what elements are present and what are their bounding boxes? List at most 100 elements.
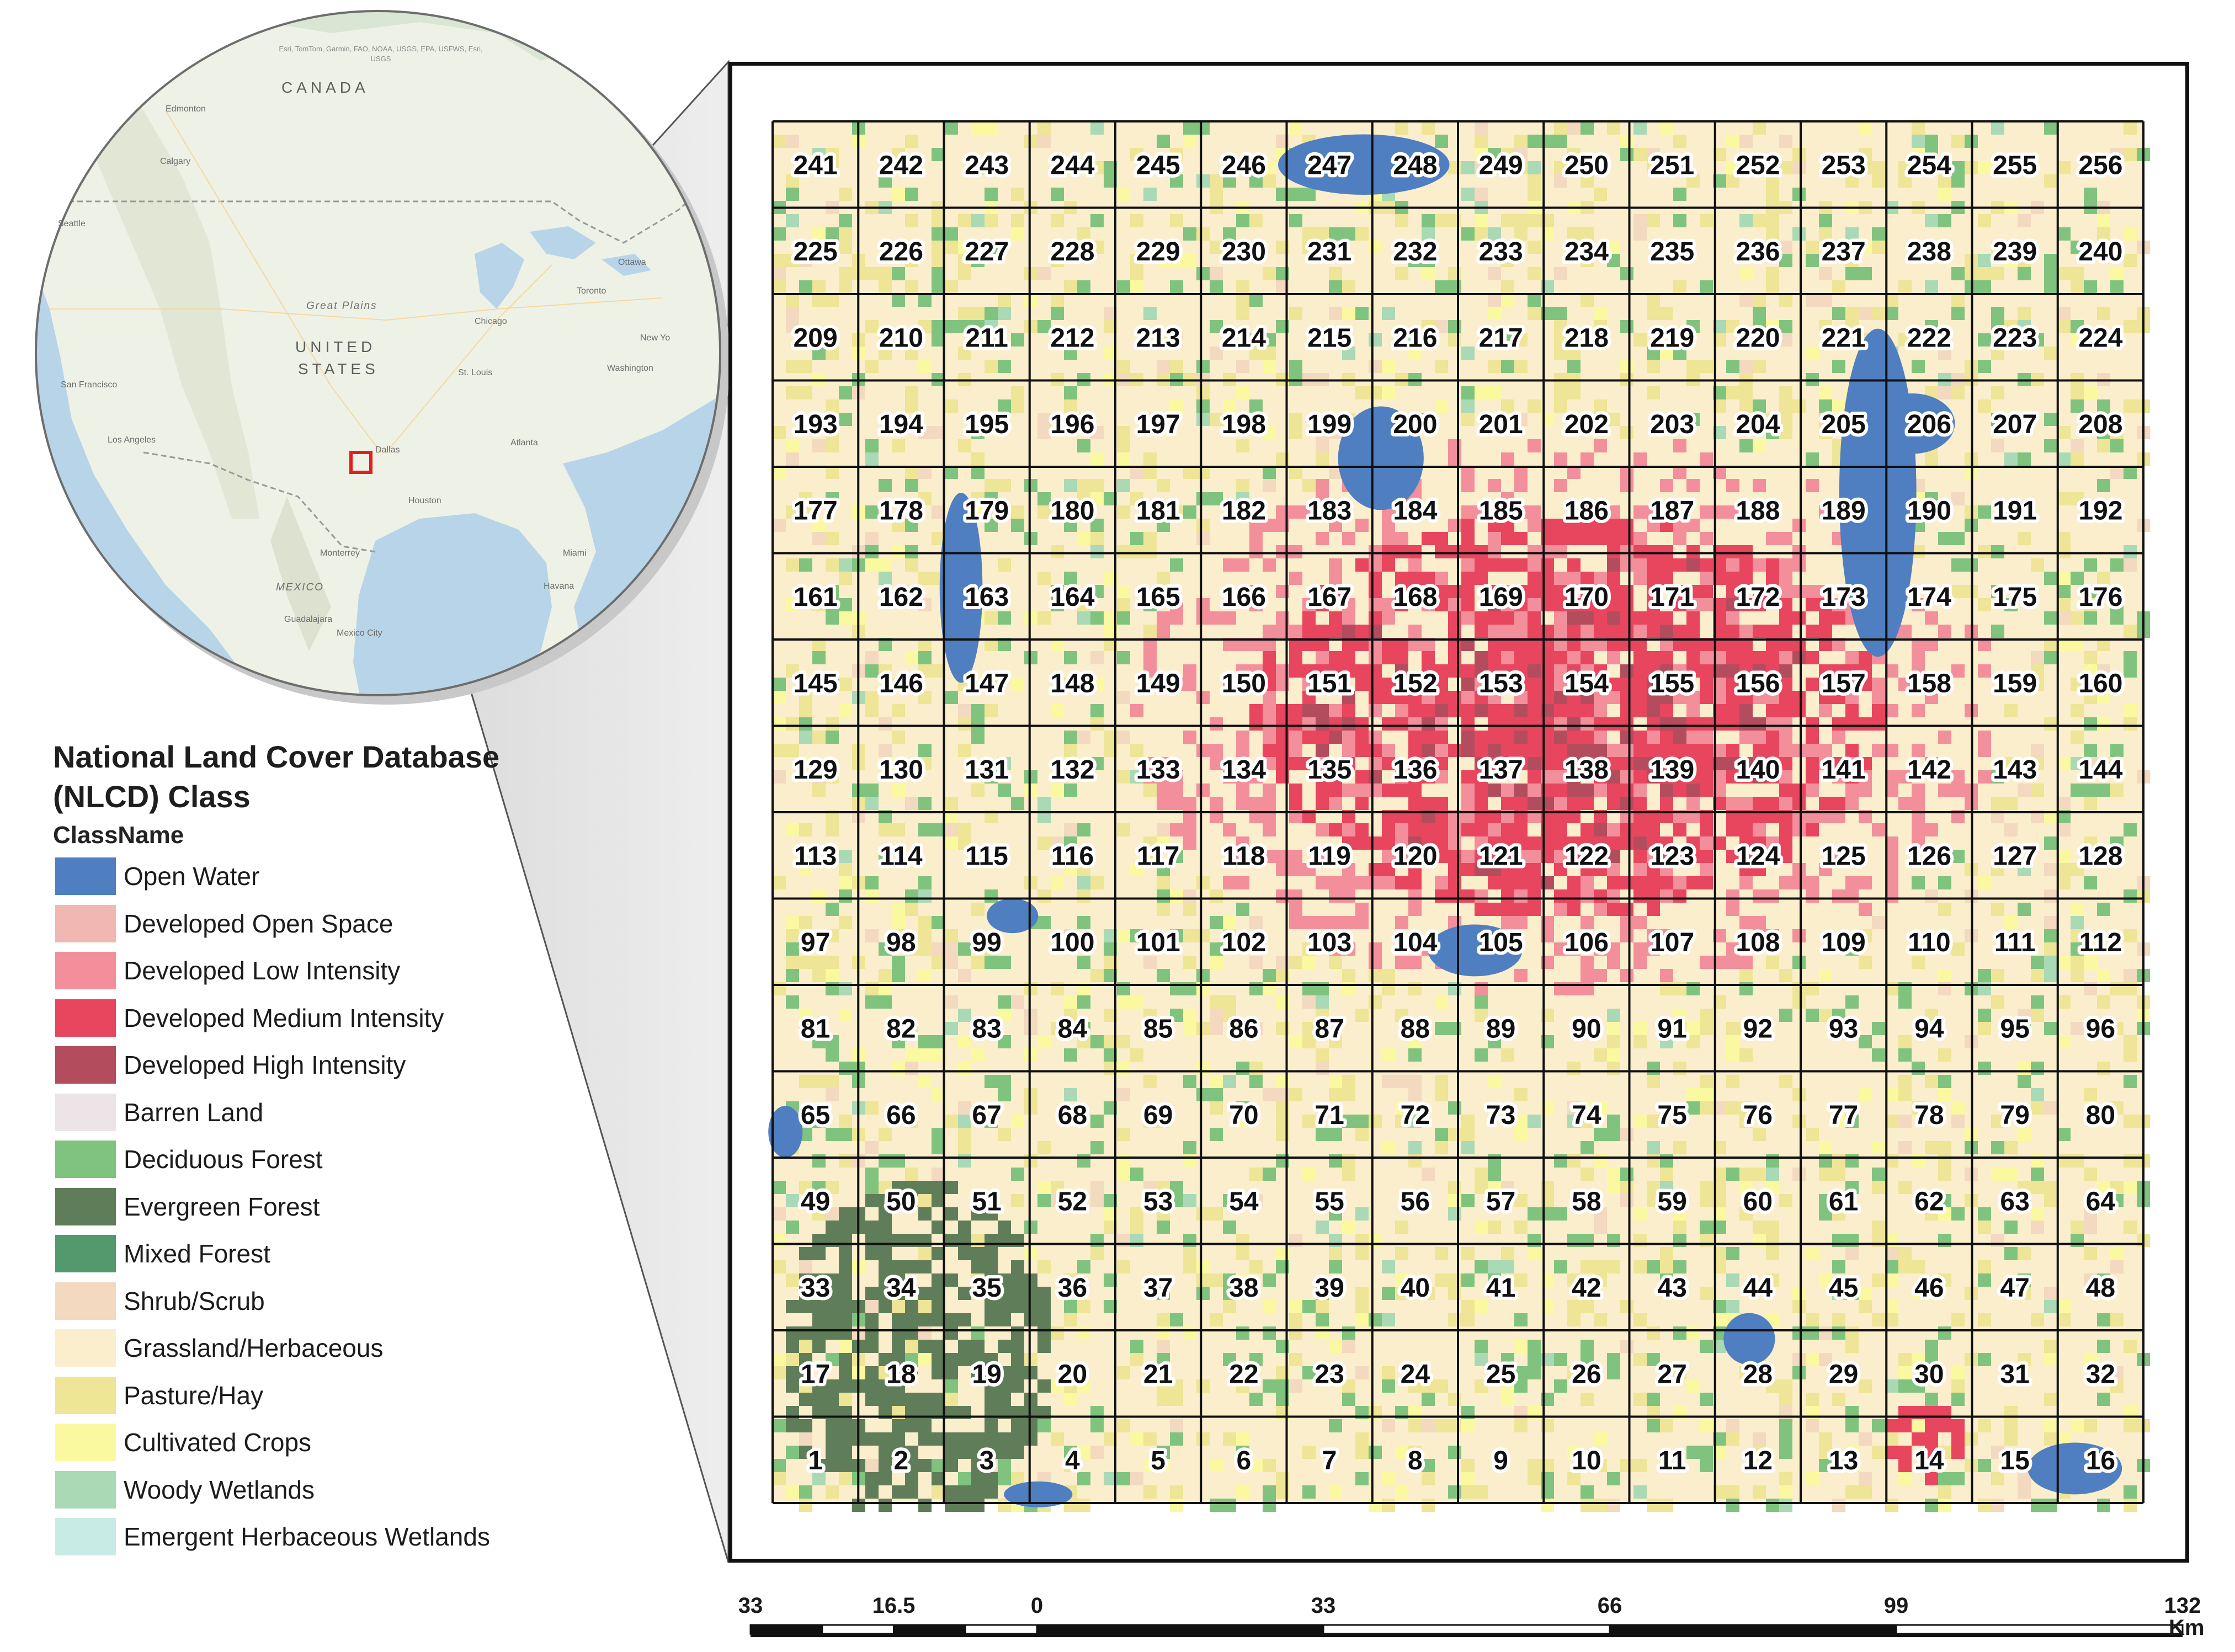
tile-number: 207 (1993, 410, 2037, 439)
tile-number: 111 (1994, 928, 2036, 957)
tile-number: 162 (879, 583, 923, 612)
tile-number: 29 (1829, 1360, 1858, 1389)
tile-number: 129 (794, 755, 838, 785)
tile-number: 89 (1486, 1014, 1515, 1043)
tile-number: 130 (879, 755, 923, 785)
legend-label: Cultivated Crops (124, 1428, 312, 1457)
tile-number: 189 (1822, 496, 1866, 525)
tile-number: 93 (1829, 1014, 1858, 1043)
tile-number: 10 (1572, 1446, 1601, 1475)
tile-number: 221 (1822, 323, 1866, 353)
open-water-body (1723, 1313, 1775, 1365)
tile-number: 191 (1993, 496, 2037, 525)
legend-label: Mixed Forest (124, 1239, 270, 1268)
tile-number: 253 (1822, 151, 1866, 180)
tile-number: 101 (1136, 928, 1180, 957)
city-label: Guadalajara (284, 615, 333, 624)
tile-number: 161 (794, 583, 838, 612)
tile-number: 177 (794, 496, 838, 525)
tile-number: 249 (1479, 151, 1523, 180)
legend-item: Shrub/Scrub (53, 1276, 594, 1323)
tile-number: 68 (1058, 1101, 1087, 1130)
city-label: Havana (544, 582, 574, 591)
tile-number: 226 (879, 237, 923, 267)
tile-number: 44 (1743, 1273, 1773, 1303)
tile-number: 168 (1393, 583, 1437, 612)
tile-number: 34 (886, 1273, 916, 1303)
legend-swatch (55, 1235, 116, 1272)
open-water-body (1428, 924, 1523, 977)
tile-number: 113 (794, 841, 837, 871)
tile-number: 156 (1736, 669, 1780, 698)
tile-number: 95 (2000, 1014, 2029, 1043)
tile-number: 39 (1315, 1273, 1344, 1303)
tile-number: 102 (1222, 928, 1266, 957)
tile-number: 4 (1065, 1446, 1080, 1475)
tile-number: 37 (1143, 1273, 1173, 1303)
tile-number: 58 (1572, 1187, 1601, 1216)
legend-swatch (55, 999, 116, 1037)
tile-number: 51 (972, 1187, 1001, 1216)
label-states: STATES (298, 360, 379, 377)
tile-number: 132 (1050, 755, 1094, 785)
tile-number: 52 (1058, 1187, 1087, 1216)
tile-number: 188 (1736, 496, 1780, 525)
tile-number: 211 (965, 323, 1008, 353)
tile-number: 115 (965, 841, 1008, 871)
tile-number: 225 (794, 237, 838, 267)
tile-number: 88 (1401, 1014, 1430, 1043)
tile-number: 178 (879, 496, 923, 525)
open-water-body (1869, 393, 1955, 454)
tile-number: 143 (1993, 755, 2037, 785)
tile-number: 157 (1822, 669, 1866, 698)
tile-grid-map: 241 242 243 244 245 246 247 248 249 250 251 252 253 2… (768, 120, 2150, 1512)
tile-number: 23 (1315, 1360, 1344, 1389)
tile-number: 173 (1822, 583, 1866, 612)
tile-number: 184 (1393, 496, 1437, 525)
tile-number: 254 (1907, 151, 1951, 180)
tile-number: 240 (2078, 237, 2122, 267)
tile-number: 2 (894, 1446, 909, 1475)
tile-number: 219 (1650, 323, 1694, 353)
legend-swatch (55, 1518, 116, 1555)
tile-number: 199 (1307, 410, 1351, 439)
open-water-body (987, 898, 1039, 934)
tile-number: 74 (1572, 1101, 1601, 1130)
tile-number: 164 (1050, 583, 1094, 612)
tile-number: 172 (1736, 583, 1780, 612)
tile-number: 255 (1993, 151, 2037, 180)
tile-number: 241 (794, 151, 838, 180)
tile-number: 200 (1393, 410, 1437, 439)
scale-tick-label: 16.5 (872, 1594, 916, 1618)
legend-item: Mixed Forest (53, 1228, 594, 1276)
tile-number: 106 (1564, 928, 1609, 957)
tile-number: 239 (1993, 237, 2037, 267)
tile-number: 154 (1564, 669, 1609, 698)
legend-label: Developed Open Space (124, 909, 393, 938)
city-label: Mexico City (337, 628, 382, 638)
tile-number: 183 (1307, 496, 1351, 525)
tile-number: 149 (1136, 669, 1180, 698)
tile-number: 138 (1564, 755, 1609, 785)
tile-number: 238 (1907, 237, 1951, 267)
tile-number: 45 (1829, 1273, 1858, 1303)
tile-number: 91 (1657, 1014, 1686, 1043)
tile-number: 5 (1151, 1446, 1166, 1475)
legend-label: Shrub/Scrub (124, 1286, 265, 1315)
city-label: San Francisco (61, 380, 118, 390)
tile-number: 186 (1564, 496, 1609, 525)
tile-number: 81 (801, 1014, 830, 1043)
city-label: Houston (408, 496, 441, 505)
tile-number: 160 (2078, 669, 2122, 698)
tile-number: 73 (1486, 1101, 1515, 1130)
legend-item: Pasture/Hay (53, 1370, 594, 1417)
tile-number: 205 (1822, 410, 1866, 439)
tile-number: 38 (1229, 1273, 1258, 1303)
tile-number: 152 (1393, 669, 1437, 698)
tile-number: 30 (1914, 1360, 1944, 1389)
open-water-body (1278, 134, 1450, 195)
tile-number: 20 (1058, 1360, 1087, 1389)
tile-number: 41 (1486, 1273, 1515, 1303)
tile-number: 76 (1743, 1101, 1773, 1130)
tile-number: 248 (1393, 151, 1437, 180)
